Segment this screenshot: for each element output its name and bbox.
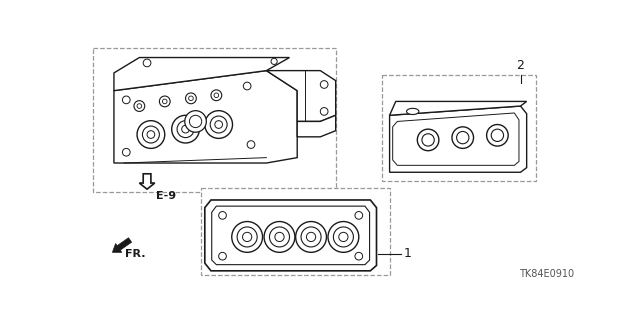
Text: TK84E0910: TK84E0910 (519, 269, 574, 278)
Circle shape (355, 252, 363, 260)
Circle shape (339, 232, 348, 241)
Polygon shape (390, 101, 527, 115)
Polygon shape (205, 200, 376, 271)
Circle shape (185, 111, 206, 132)
Text: E-9: E-9 (156, 191, 177, 201)
Circle shape (219, 252, 227, 260)
Circle shape (182, 125, 189, 133)
Circle shape (214, 93, 219, 98)
Text: 2: 2 (516, 59, 524, 72)
Circle shape (122, 96, 130, 104)
Circle shape (243, 232, 252, 241)
Circle shape (232, 221, 262, 252)
Circle shape (177, 121, 194, 137)
Circle shape (172, 115, 200, 143)
Circle shape (215, 121, 223, 128)
Circle shape (219, 211, 227, 219)
Polygon shape (201, 189, 390, 275)
Circle shape (275, 232, 284, 241)
Polygon shape (297, 115, 336, 137)
Circle shape (237, 227, 257, 247)
Circle shape (137, 104, 141, 108)
Circle shape (452, 127, 474, 148)
Circle shape (163, 99, 167, 104)
Circle shape (143, 59, 151, 67)
Circle shape (211, 90, 221, 101)
Polygon shape (266, 70, 336, 122)
Circle shape (205, 111, 232, 138)
Circle shape (301, 227, 321, 247)
Polygon shape (114, 57, 289, 91)
Polygon shape (393, 113, 519, 165)
Circle shape (122, 148, 130, 156)
Polygon shape (93, 48, 336, 192)
Circle shape (333, 227, 353, 247)
Circle shape (137, 121, 164, 148)
Ellipse shape (406, 108, 419, 115)
Circle shape (271, 58, 277, 64)
Text: 1: 1 (403, 247, 412, 260)
Circle shape (134, 101, 145, 111)
Circle shape (296, 221, 326, 252)
Polygon shape (140, 174, 155, 189)
Polygon shape (113, 238, 132, 252)
Text: FR.: FR. (125, 249, 145, 259)
Circle shape (422, 134, 435, 146)
Circle shape (456, 131, 469, 144)
Circle shape (247, 141, 255, 148)
Polygon shape (212, 206, 369, 265)
Polygon shape (382, 75, 536, 181)
Circle shape (417, 129, 439, 151)
Circle shape (307, 232, 316, 241)
Circle shape (320, 108, 328, 115)
Circle shape (492, 129, 504, 141)
Circle shape (189, 115, 202, 128)
Circle shape (143, 126, 159, 143)
Circle shape (159, 96, 170, 107)
Circle shape (243, 82, 251, 90)
Circle shape (328, 221, 359, 252)
Circle shape (355, 211, 363, 219)
Circle shape (486, 124, 508, 146)
Circle shape (320, 81, 328, 88)
Circle shape (269, 227, 289, 247)
Polygon shape (390, 106, 527, 172)
Circle shape (189, 96, 193, 101)
Polygon shape (114, 70, 297, 163)
Circle shape (264, 221, 295, 252)
Circle shape (186, 93, 196, 104)
Circle shape (210, 116, 227, 133)
Circle shape (147, 131, 155, 138)
